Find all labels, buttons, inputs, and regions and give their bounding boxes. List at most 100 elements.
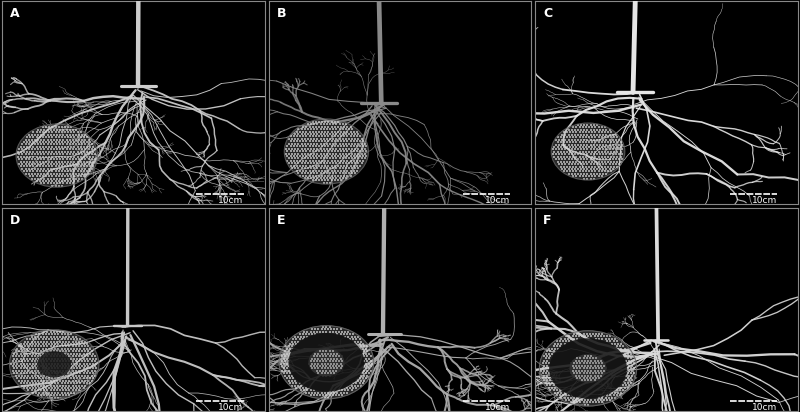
Point [21,153,34,160]
Point [587,146,600,153]
Point [574,134,586,140]
Point [584,161,597,167]
Point [34,153,46,160]
Point [333,363,346,369]
Point [282,160,295,166]
Point [28,363,41,369]
Point [594,156,606,163]
Point [600,131,613,138]
Point [613,146,626,153]
Point [562,146,575,153]
Point [26,146,38,152]
Point [344,331,357,337]
Point [556,151,569,158]
Point [44,343,57,350]
Circle shape [10,330,99,399]
Point [27,153,40,160]
Point [606,146,619,153]
Point [306,143,319,150]
Point [78,158,90,165]
Point [584,176,597,182]
Point [583,360,596,367]
Point [32,171,45,177]
Point [326,133,338,140]
Point [586,163,598,170]
Point [328,158,341,164]
Point [607,392,620,398]
Point [282,358,295,364]
Point [322,370,334,377]
Point [60,161,73,167]
Point [324,150,337,157]
Point [558,149,570,155]
Point [580,375,593,381]
Point [322,365,334,372]
Point [26,166,38,172]
Point [65,178,78,184]
Point [66,141,79,147]
Point [354,162,366,169]
Point [305,131,318,137]
Point [589,149,602,155]
Point [24,375,37,382]
Point [590,360,602,367]
Point [550,392,563,398]
Point [34,158,46,165]
Point [286,136,298,142]
Point [344,123,357,130]
Point [295,160,308,166]
Point [333,392,346,398]
Point [27,134,40,140]
Point [314,165,327,171]
Point [580,375,593,381]
Point [599,365,612,372]
Point [302,126,314,132]
Point [342,160,355,166]
Point [327,121,340,128]
Point [58,143,71,150]
Point [299,331,312,337]
Point [585,372,598,379]
Point [582,402,594,408]
Point [582,168,595,175]
Point [49,380,62,386]
Point [57,372,70,379]
Point [81,346,94,352]
Point [38,358,50,364]
Point [36,360,49,367]
Point [30,385,42,391]
Point [79,161,92,167]
Point [600,136,613,143]
Point [46,390,58,396]
Point [315,370,328,377]
Point [586,399,599,406]
Point [578,353,591,359]
Point [571,336,584,342]
Point [566,161,578,167]
Point [35,180,48,187]
Point [287,153,300,159]
Point [32,161,45,167]
Point [25,358,38,364]
Point [324,160,337,166]
Point [306,365,318,372]
Point [592,158,605,165]
Point [71,163,84,170]
Text: 10cm: 10cm [485,197,510,205]
Point [25,353,38,360]
Point [566,166,578,172]
Point [573,372,586,379]
Point [568,331,581,337]
Point [342,387,355,394]
Point [42,134,55,140]
Point [590,141,603,148]
Point [311,165,324,171]
Point [583,360,596,367]
Point [341,162,354,169]
Point [28,382,41,389]
Point [18,158,30,165]
Point [52,341,65,347]
Point [65,336,78,342]
Point [73,176,86,182]
Point [581,131,594,138]
